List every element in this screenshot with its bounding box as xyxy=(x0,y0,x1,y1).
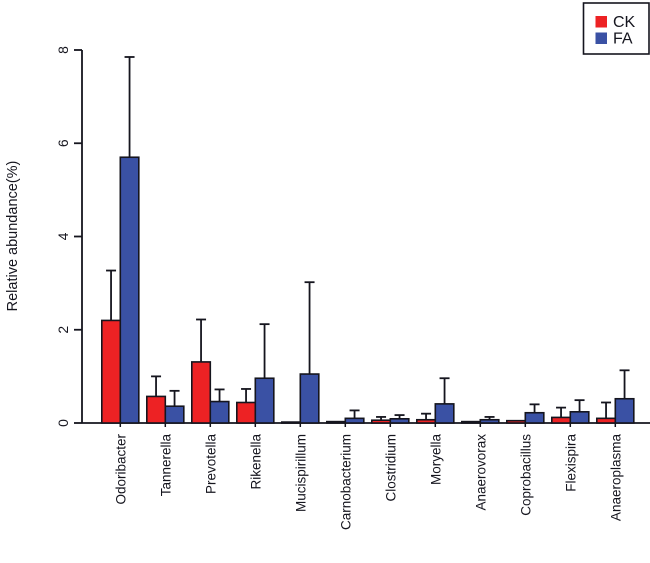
bar-fa-tannerella xyxy=(164,405,185,424)
legend-box xyxy=(582,2,650,55)
bar-fa-rikenella xyxy=(254,377,275,424)
bar-fa-flexispira xyxy=(569,411,590,424)
bar-ck-anaeroplasma xyxy=(595,417,617,424)
legend-swatch-ck xyxy=(595,16,607,28)
bar-ck-moryella xyxy=(415,418,437,424)
x-tick-label: Clostridium xyxy=(383,434,398,502)
bar-ck-flexispira xyxy=(550,416,572,424)
x-tick-label: Moryella xyxy=(428,434,443,486)
y-tick-label: 4 xyxy=(55,232,71,240)
x-tick-label: Odoribacter xyxy=(113,434,128,505)
x-tick-label: Anaeroplasma xyxy=(608,434,623,522)
x-tick-label: Prevotella xyxy=(203,434,218,495)
x-tick-label: Mucispirillum xyxy=(293,434,308,512)
bar-ck-tannerella xyxy=(146,395,167,424)
y-axis-title: Relative abundance(%) xyxy=(5,161,21,312)
bar-ck-anaerovorax xyxy=(460,420,482,424)
x-tick-label: Coprobacillus xyxy=(518,434,533,516)
y-tick-label: 2 xyxy=(55,326,71,334)
x-tick-label: Flexispira xyxy=(563,434,578,492)
legend-swatch-fa xyxy=(595,32,607,44)
bar-ck-rikenella xyxy=(236,401,257,424)
bar-fa-coprobacillus xyxy=(524,411,545,424)
bar-fa-clostridium xyxy=(389,418,410,424)
x-tick-label: Anaerovorax xyxy=(473,434,488,511)
legend-label-ck: CK xyxy=(613,14,636,31)
bar-ck-mucispirillum xyxy=(280,421,302,424)
y-tick-label: 6 xyxy=(55,139,71,147)
bar-fa-anaerovorax xyxy=(479,418,500,424)
bar-fa-moryella xyxy=(434,403,455,424)
bar-fa-anaeroplasma xyxy=(614,397,635,424)
bar-ck-odoribacter xyxy=(101,319,122,424)
bar-ck-clostridium xyxy=(370,419,392,424)
y-tick-label: 0 xyxy=(55,419,71,427)
bar-fa-prevotella xyxy=(209,400,230,424)
x-tick-label: Carnobacterium xyxy=(338,434,353,530)
legend-label-fa: FA xyxy=(613,31,633,48)
bar-fa-odoribacter xyxy=(119,156,140,424)
bar-ck-carnobacterium xyxy=(325,420,347,424)
y-tick-label: 8 xyxy=(55,46,71,54)
x-tick-label: Tannerella xyxy=(158,434,173,497)
bar-ck-prevotella xyxy=(191,361,212,424)
bar-ck-coprobacillus xyxy=(505,419,527,424)
x-tick-label: Rikenella xyxy=(248,434,263,490)
bar-fa-mucispirillum xyxy=(299,373,320,424)
bar-fa-carnobacterium xyxy=(344,417,365,424)
